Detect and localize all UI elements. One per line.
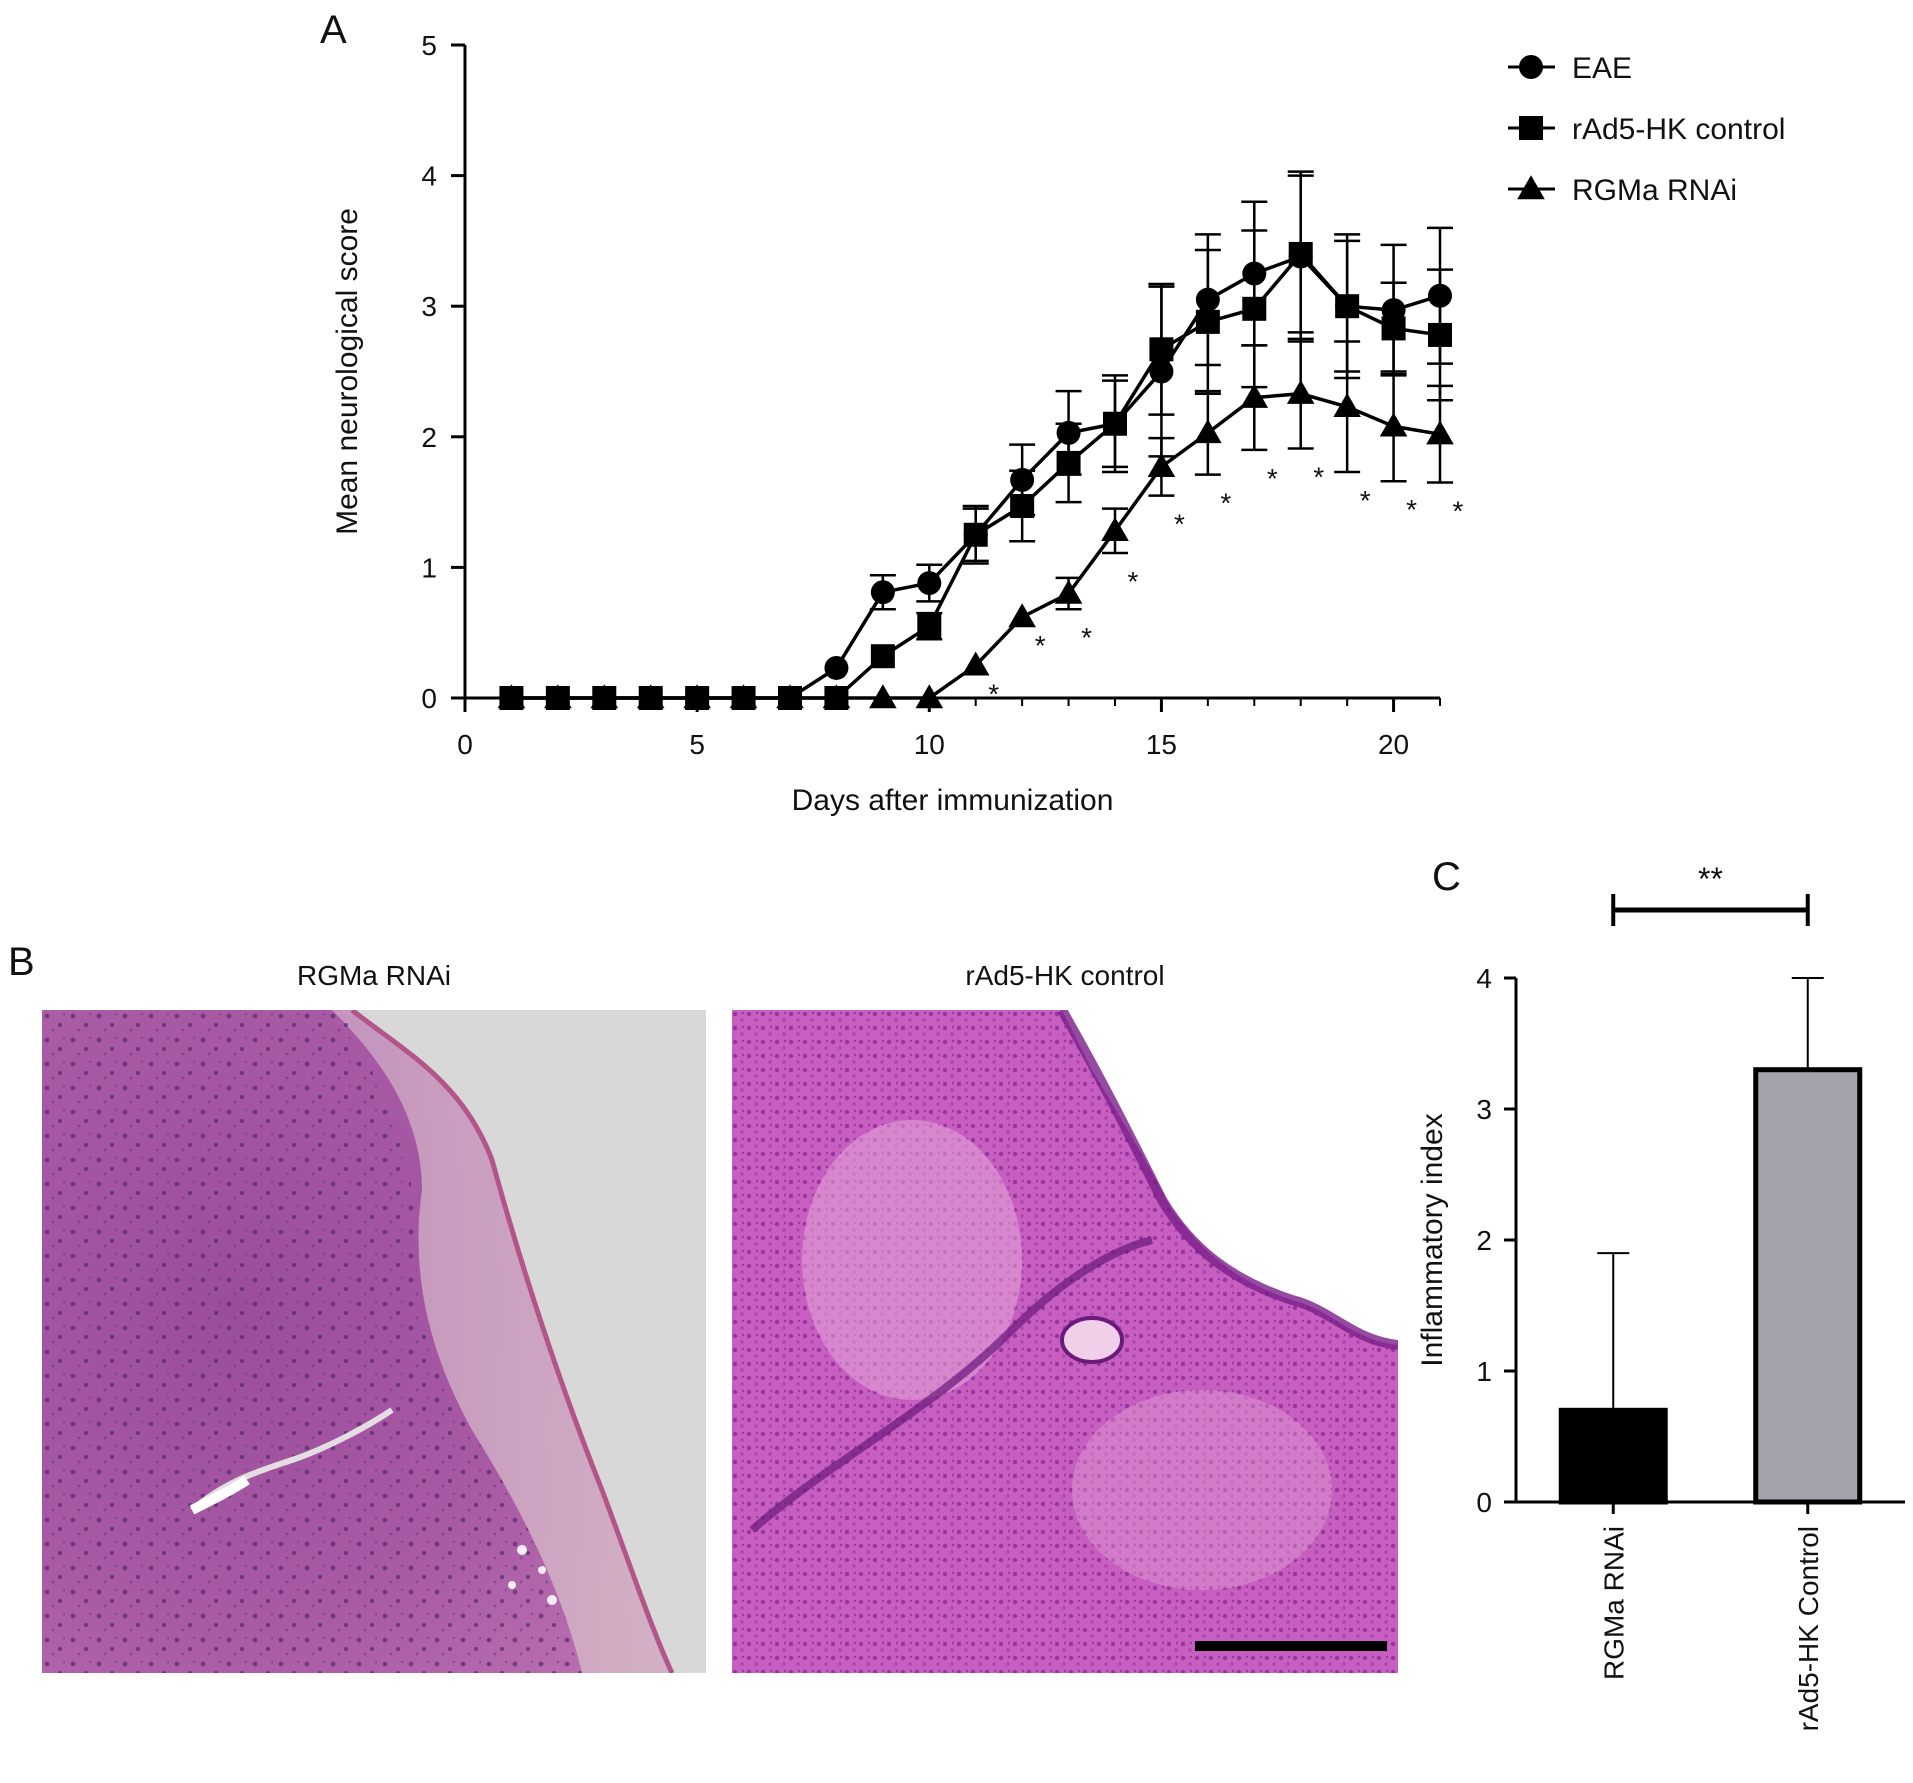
data-point [590,684,619,709]
significance-marker: * [1128,566,1139,597]
x-tick-label: 0 [457,729,473,760]
data-point [1426,420,1454,445]
y-tick-label: 2 [421,422,437,453]
data-point [636,684,665,709]
significance-marker: * [1267,463,1278,494]
y-tick-label: 3 [1476,1094,1492,1125]
data-point [1335,294,1360,319]
data-point [1240,383,1269,408]
significance-marker: * [1081,622,1092,653]
data-point [822,684,851,709]
data-point [1010,494,1035,519]
y-axis-label: Mean neurological score [331,208,364,535]
series-2 [497,337,1454,709]
panel-letter-c: C [1432,855,1461,899]
data-point [1149,337,1174,362]
data-point [1195,309,1220,334]
significance-label: ** [1698,861,1723,897]
data-point [824,655,849,680]
legend-marker [1517,175,1545,200]
x-tick-label: 15 [1146,729,1177,760]
data-point [1008,603,1036,628]
data-point [544,684,572,709]
micrograph-left-title: RGMa RNAi [296,960,451,991]
data-point [1288,241,1313,266]
data-point [915,684,944,709]
data-point [776,684,804,709]
data-point [1381,316,1406,341]
scale-bar [1195,1641,1387,1651]
significance-marker: * [1453,496,1464,527]
significance-marker: * [1174,509,1185,540]
y-tick-label: 4 [421,161,437,192]
data-point [1428,322,1452,347]
series-1 [499,174,1453,710]
y-tick-label: 2 [1476,1225,1492,1256]
data-point [1056,450,1081,475]
y-tick-label: 1 [421,552,437,583]
significance-marker: * [1313,462,1324,493]
y-tick-label: 4 [1476,963,1492,994]
x-axis-label: Days after immunization [792,784,1114,817]
bar [1753,1067,1863,1505]
data-point [1101,517,1129,542]
data-point [1286,379,1315,404]
legend-marker [1519,55,1543,79]
data-point [1333,392,1361,417]
data-point [1379,412,1408,437]
data-point [869,684,897,709]
data-point [729,684,758,709]
neurological-score-chart: 0 1 2 3 4 5 0 5 10 15 20 Days after immunization Mea… [331,30,1785,817]
x-tick-label: 5 [689,729,705,760]
data-point [870,580,895,605]
data-point [917,614,942,639]
data-point [1242,296,1267,321]
panel-letter-a: A [320,8,347,52]
data-point [1103,411,1127,436]
significance-marker: * [1360,485,1371,516]
data-point [961,651,990,676]
x-tick-label: RGMa RNAi [1598,1526,1629,1680]
y-axis-label: Inflammatory index [1416,1113,1449,1366]
y-tick-label: 0 [1476,1487,1492,1518]
data-point [963,522,988,547]
x-tick-label: rAd5-HK Control [1793,1526,1824,1731]
legend: EAE rAd5-HK control RGMa RNAi [1508,52,1785,207]
data-point [1194,419,1222,444]
panel-letter-b: B [8,940,35,984]
micrograph-rgma-rnai [42,1010,706,1673]
data-point [683,684,711,709]
legend-label: rAd5-HK control [1572,113,1785,146]
bar [1558,1407,1668,1505]
legend-label: EAE [1572,52,1632,85]
data-point [1054,579,1083,604]
data-point [917,571,942,596]
significance-marker: * [1406,494,1417,525]
significance-marker: * [1220,488,1231,519]
inflammatory-index-chart: 0 1 2 3 4 Inflammatory index RGMa RNAi rAd5-HK … [1416,861,1905,1731]
micrograph-rad5-hk-control [732,1010,1398,1673]
y-tick-label: 0 [421,683,437,714]
legend-marker [1519,116,1543,140]
data-point [1147,453,1176,478]
y-tick-label: 5 [421,30,437,61]
x-tick-label: 10 [914,729,945,760]
data-point [870,644,895,669]
x-tick-label: 20 [1378,729,1409,760]
significance-marker: * [1035,630,1046,661]
legend-label: RGMa RNAi [1572,174,1737,207]
data-point [497,684,526,709]
y-tick-label: 1 [1476,1356,1492,1387]
significance-marker: * [988,678,999,709]
y-tick-label: 3 [421,291,437,322]
micrograph-right-title: rAd5-HK control [965,960,1165,991]
